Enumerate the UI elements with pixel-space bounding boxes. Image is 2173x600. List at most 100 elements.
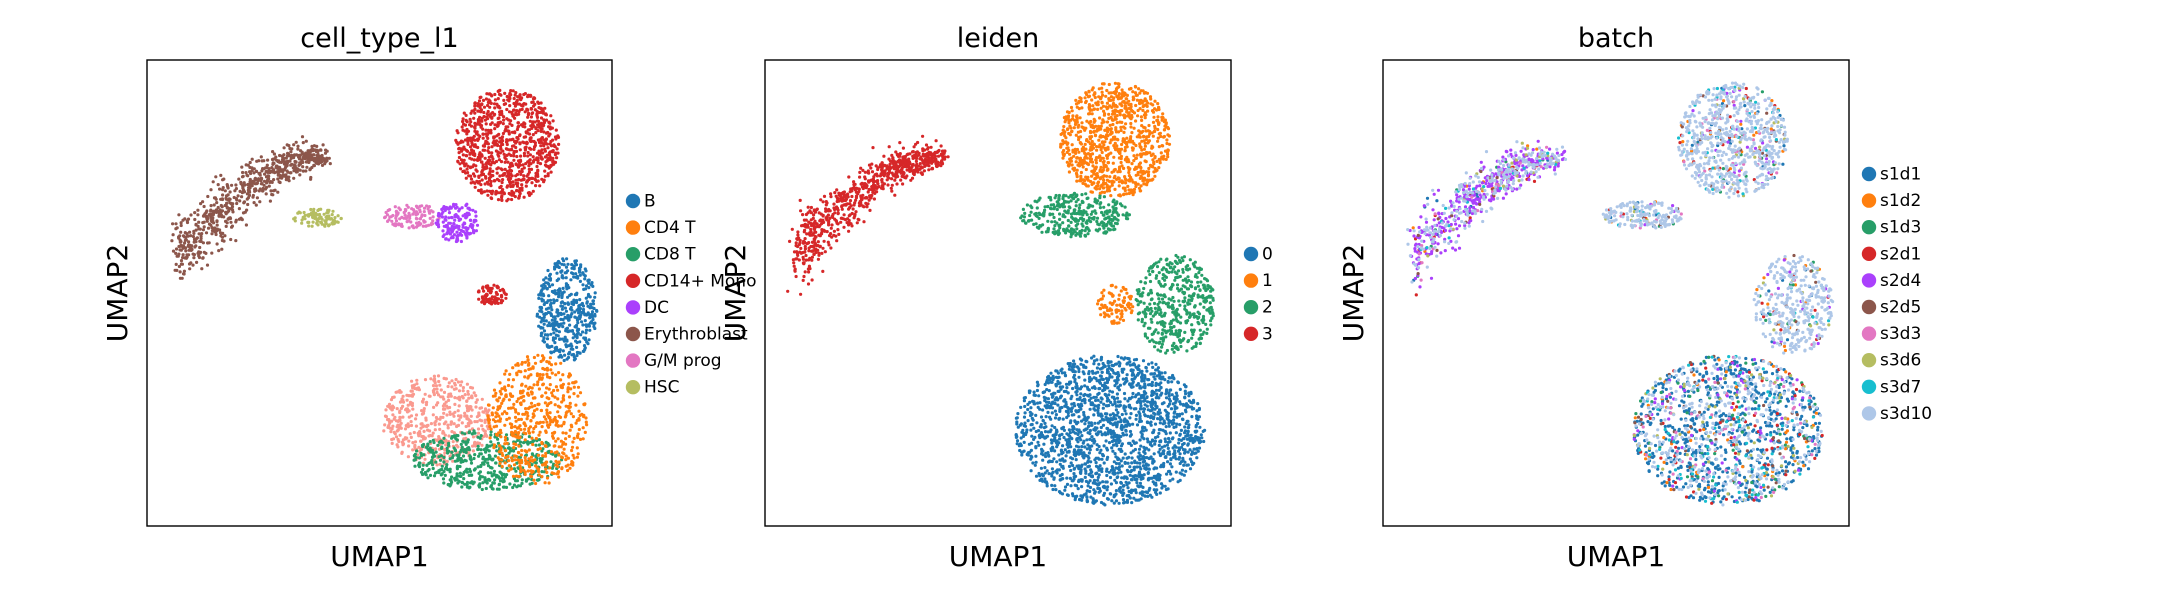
- umap-point: [510, 433, 514, 437]
- umap-point: [796, 236, 800, 240]
- umap-point: [312, 153, 316, 157]
- umap-point: [551, 315, 556, 319]
- umap-point: [231, 210, 235, 214]
- umap-point: [477, 174, 481, 178]
- umap-point: [476, 465, 480, 469]
- umap-point: [431, 215, 435, 219]
- umap-point: [459, 383, 463, 387]
- umap-point: [512, 154, 516, 158]
- umap-point: [542, 312, 546, 316]
- umap-point: [471, 136, 475, 140]
- umap-point: [288, 159, 292, 163]
- umap-point: [486, 297, 490, 302]
- umap-point: [293, 216, 297, 220]
- umap-point: [491, 157, 495, 161]
- umap-point: [848, 213, 852, 217]
- umap-point: [499, 167, 503, 171]
- umap-point: [525, 355, 530, 359]
- umap-point: [406, 205, 410, 209]
- umap-point: [532, 478, 536, 482]
- umap-point: [503, 167, 507, 171]
- umap-point: [537, 296, 541, 300]
- umap-point: [433, 428, 437, 432]
- umap-point: [556, 308, 560, 312]
- umap-point: [325, 211, 329, 215]
- umap-point: [824, 209, 828, 213]
- umap-point: [274, 155, 278, 159]
- umap-point: [816, 240, 820, 244]
- umap-point: [177, 213, 181, 217]
- umap-point: [564, 327, 568, 331]
- umap-point: [827, 243, 831, 247]
- umap-point: [460, 394, 464, 399]
- umap-point: [556, 437, 560, 441]
- umap-point: [536, 353, 540, 357]
- umap-point: [410, 207, 414, 211]
- umap-point: [392, 395, 396, 399]
- umap-point: [397, 439, 401, 444]
- umap-point: [311, 220, 315, 224]
- umap-point: [461, 153, 465, 157]
- umap-point: [501, 122, 505, 126]
- umap-point: [788, 239, 792, 243]
- umap-point: [476, 431, 481, 435]
- umap-point: [489, 122, 493, 126]
- umap-point: [489, 440, 493, 444]
- umap-point: [471, 172, 476, 176]
- umap-point: [493, 92, 497, 97]
- umap-point: [583, 430, 587, 434]
- umap-point: [495, 284, 499, 288]
- umap-point: [419, 447, 424, 451]
- umap-point: [510, 459, 514, 463]
- umap-point: [427, 209, 431, 213]
- umap-point: [276, 190, 280, 194]
- umap-point: [421, 224, 425, 228]
- umap-point: [441, 206, 445, 210]
- umap-point: [466, 231, 470, 235]
- umap-point: [280, 154, 284, 158]
- umap-point: [899, 168, 903, 172]
- umap-point: [854, 210, 858, 214]
- umap-point: [523, 110, 527, 114]
- umap-point: [529, 390, 534, 394]
- umap-point: [474, 145, 478, 149]
- umap-point: [531, 160, 535, 164]
- umap-point: [409, 423, 414, 428]
- umap-point: [486, 149, 490, 153]
- umap-point: [577, 409, 581, 413]
- umap-point: [552, 331, 556, 335]
- umap-point: [224, 212, 228, 216]
- umap-point: [262, 179, 267, 183]
- umap-point: [390, 419, 394, 423]
- umap-point: [534, 481, 538, 486]
- umap-point: [428, 433, 432, 438]
- umap-point: [442, 481, 446, 485]
- umap-point: [236, 194, 240, 198]
- umap-point: [174, 251, 178, 255]
- umap-point: [564, 309, 569, 313]
- umap-point: [847, 175, 851, 179]
- umap-point: [455, 443, 459, 447]
- umap-point: [535, 164, 539, 169]
- umap-point: [188, 230, 192, 234]
- umap-point: [485, 134, 489, 138]
- umap-point: [484, 450, 488, 454]
- panel-leiden: leiden UMAP1 UMAP2 0 1 2 3: [719, 23, 1273, 573]
- umap-point: [286, 151, 290, 155]
- umap-point: [555, 147, 559, 151]
- umap-point: [493, 127, 497, 131]
- umap-point: [504, 296, 508, 300]
- umap-point: [811, 216, 815, 220]
- umap-point: [400, 399, 404, 403]
- umap-point: [196, 208, 200, 212]
- umap-point: [513, 116, 517, 120]
- umap-point: [823, 250, 827, 254]
- umap-point: [816, 248, 820, 252]
- umap-point: [550, 371, 554, 375]
- umap-point: [537, 106, 541, 110]
- umap-point: [555, 271, 559, 275]
- umap-point: [412, 454, 416, 458]
- umap-point: [570, 448, 574, 453]
- umap-point: [512, 463, 517, 467]
- umap-point: [474, 210, 478, 214]
